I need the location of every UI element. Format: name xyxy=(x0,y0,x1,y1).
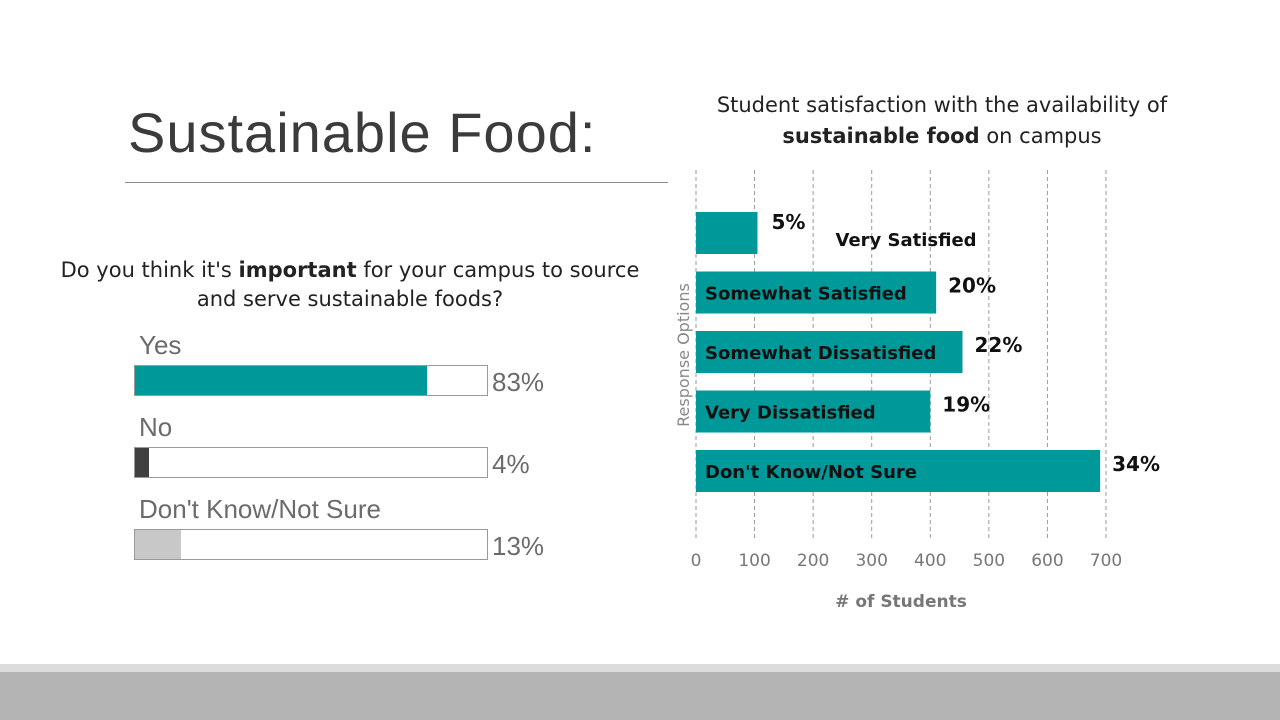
answer-percent-yes: 83% xyxy=(492,367,545,397)
x-tick-label: 500 xyxy=(973,551,1005,571)
x-tick-label: 200 xyxy=(797,551,829,571)
category-label: Don't Know/Not Sure xyxy=(705,462,917,483)
answer-bar-unsure xyxy=(134,529,488,560)
percent-label: 22% xyxy=(975,333,1023,357)
answer-percent-no: 4% xyxy=(492,449,530,479)
chart-title-rest: on campus xyxy=(979,124,1102,148)
chart-title-bold: sustainable food xyxy=(782,124,980,148)
answer-label-yes: Yes xyxy=(139,330,182,360)
answer-fill-unsure xyxy=(135,530,181,559)
percent-label: 19% xyxy=(942,393,990,417)
chart-title: Student satisfaction with the availabili… xyxy=(642,90,1242,152)
x-tick-label: 300 xyxy=(855,551,887,571)
answer-label-unsure: Don't Know/Not Sure xyxy=(139,494,381,524)
answer-fill-no xyxy=(135,448,150,477)
x-tick-label: 700 xyxy=(1090,551,1122,571)
x-tick-label: 600 xyxy=(1031,551,1063,571)
percent-label: 34% xyxy=(1112,452,1160,476)
answer-fill-yes xyxy=(135,366,428,395)
question-text-start: Do you think it's xyxy=(60,258,239,282)
y-axis-label: Response Options xyxy=(674,283,693,427)
footer-band-light xyxy=(0,664,1280,672)
x-tick-label: 100 xyxy=(738,551,770,571)
answer-bar-no xyxy=(134,447,488,478)
percent-label: 20% xyxy=(948,274,996,298)
footer-band xyxy=(0,672,1280,720)
answer-label-no: No xyxy=(139,412,173,442)
bar xyxy=(696,212,758,254)
category-label: Very Dissatisfied xyxy=(705,403,876,424)
answer-bar-yes xyxy=(134,365,488,396)
title-divider xyxy=(125,182,668,183)
percent-label: 5% xyxy=(772,210,806,234)
satisfaction-chart: 0 100 200 300 400 500 600 700 Very Satisfied 5% So… xyxy=(674,170,1160,612)
x-axis-label: # of Students xyxy=(835,592,967,612)
x-tick-label: 0 xyxy=(691,551,702,571)
chart-title-line2: sustainable food on campus xyxy=(642,121,1242,152)
answer-percent-unsure: 13% xyxy=(492,531,545,561)
category-label: Very Satisfied xyxy=(836,230,977,251)
question-text-bold: important xyxy=(238,258,357,282)
category-label: Somewhat Dissatisfied xyxy=(705,343,936,364)
question-text-end: for your campus to source and serve sust… xyxy=(196,258,640,311)
bar xyxy=(696,331,963,373)
bar xyxy=(696,450,1101,492)
bar xyxy=(696,390,931,433)
category-label: Somewhat Satisfied xyxy=(705,284,907,305)
slide-title: Sustainable Food: xyxy=(128,101,597,164)
x-tick-label: 400 xyxy=(914,551,946,571)
bar xyxy=(696,271,937,314)
survey-question: Do you think it's important for your cam… xyxy=(60,256,640,314)
chart-title-line1: Student satisfaction with the availabili… xyxy=(716,93,1168,117)
